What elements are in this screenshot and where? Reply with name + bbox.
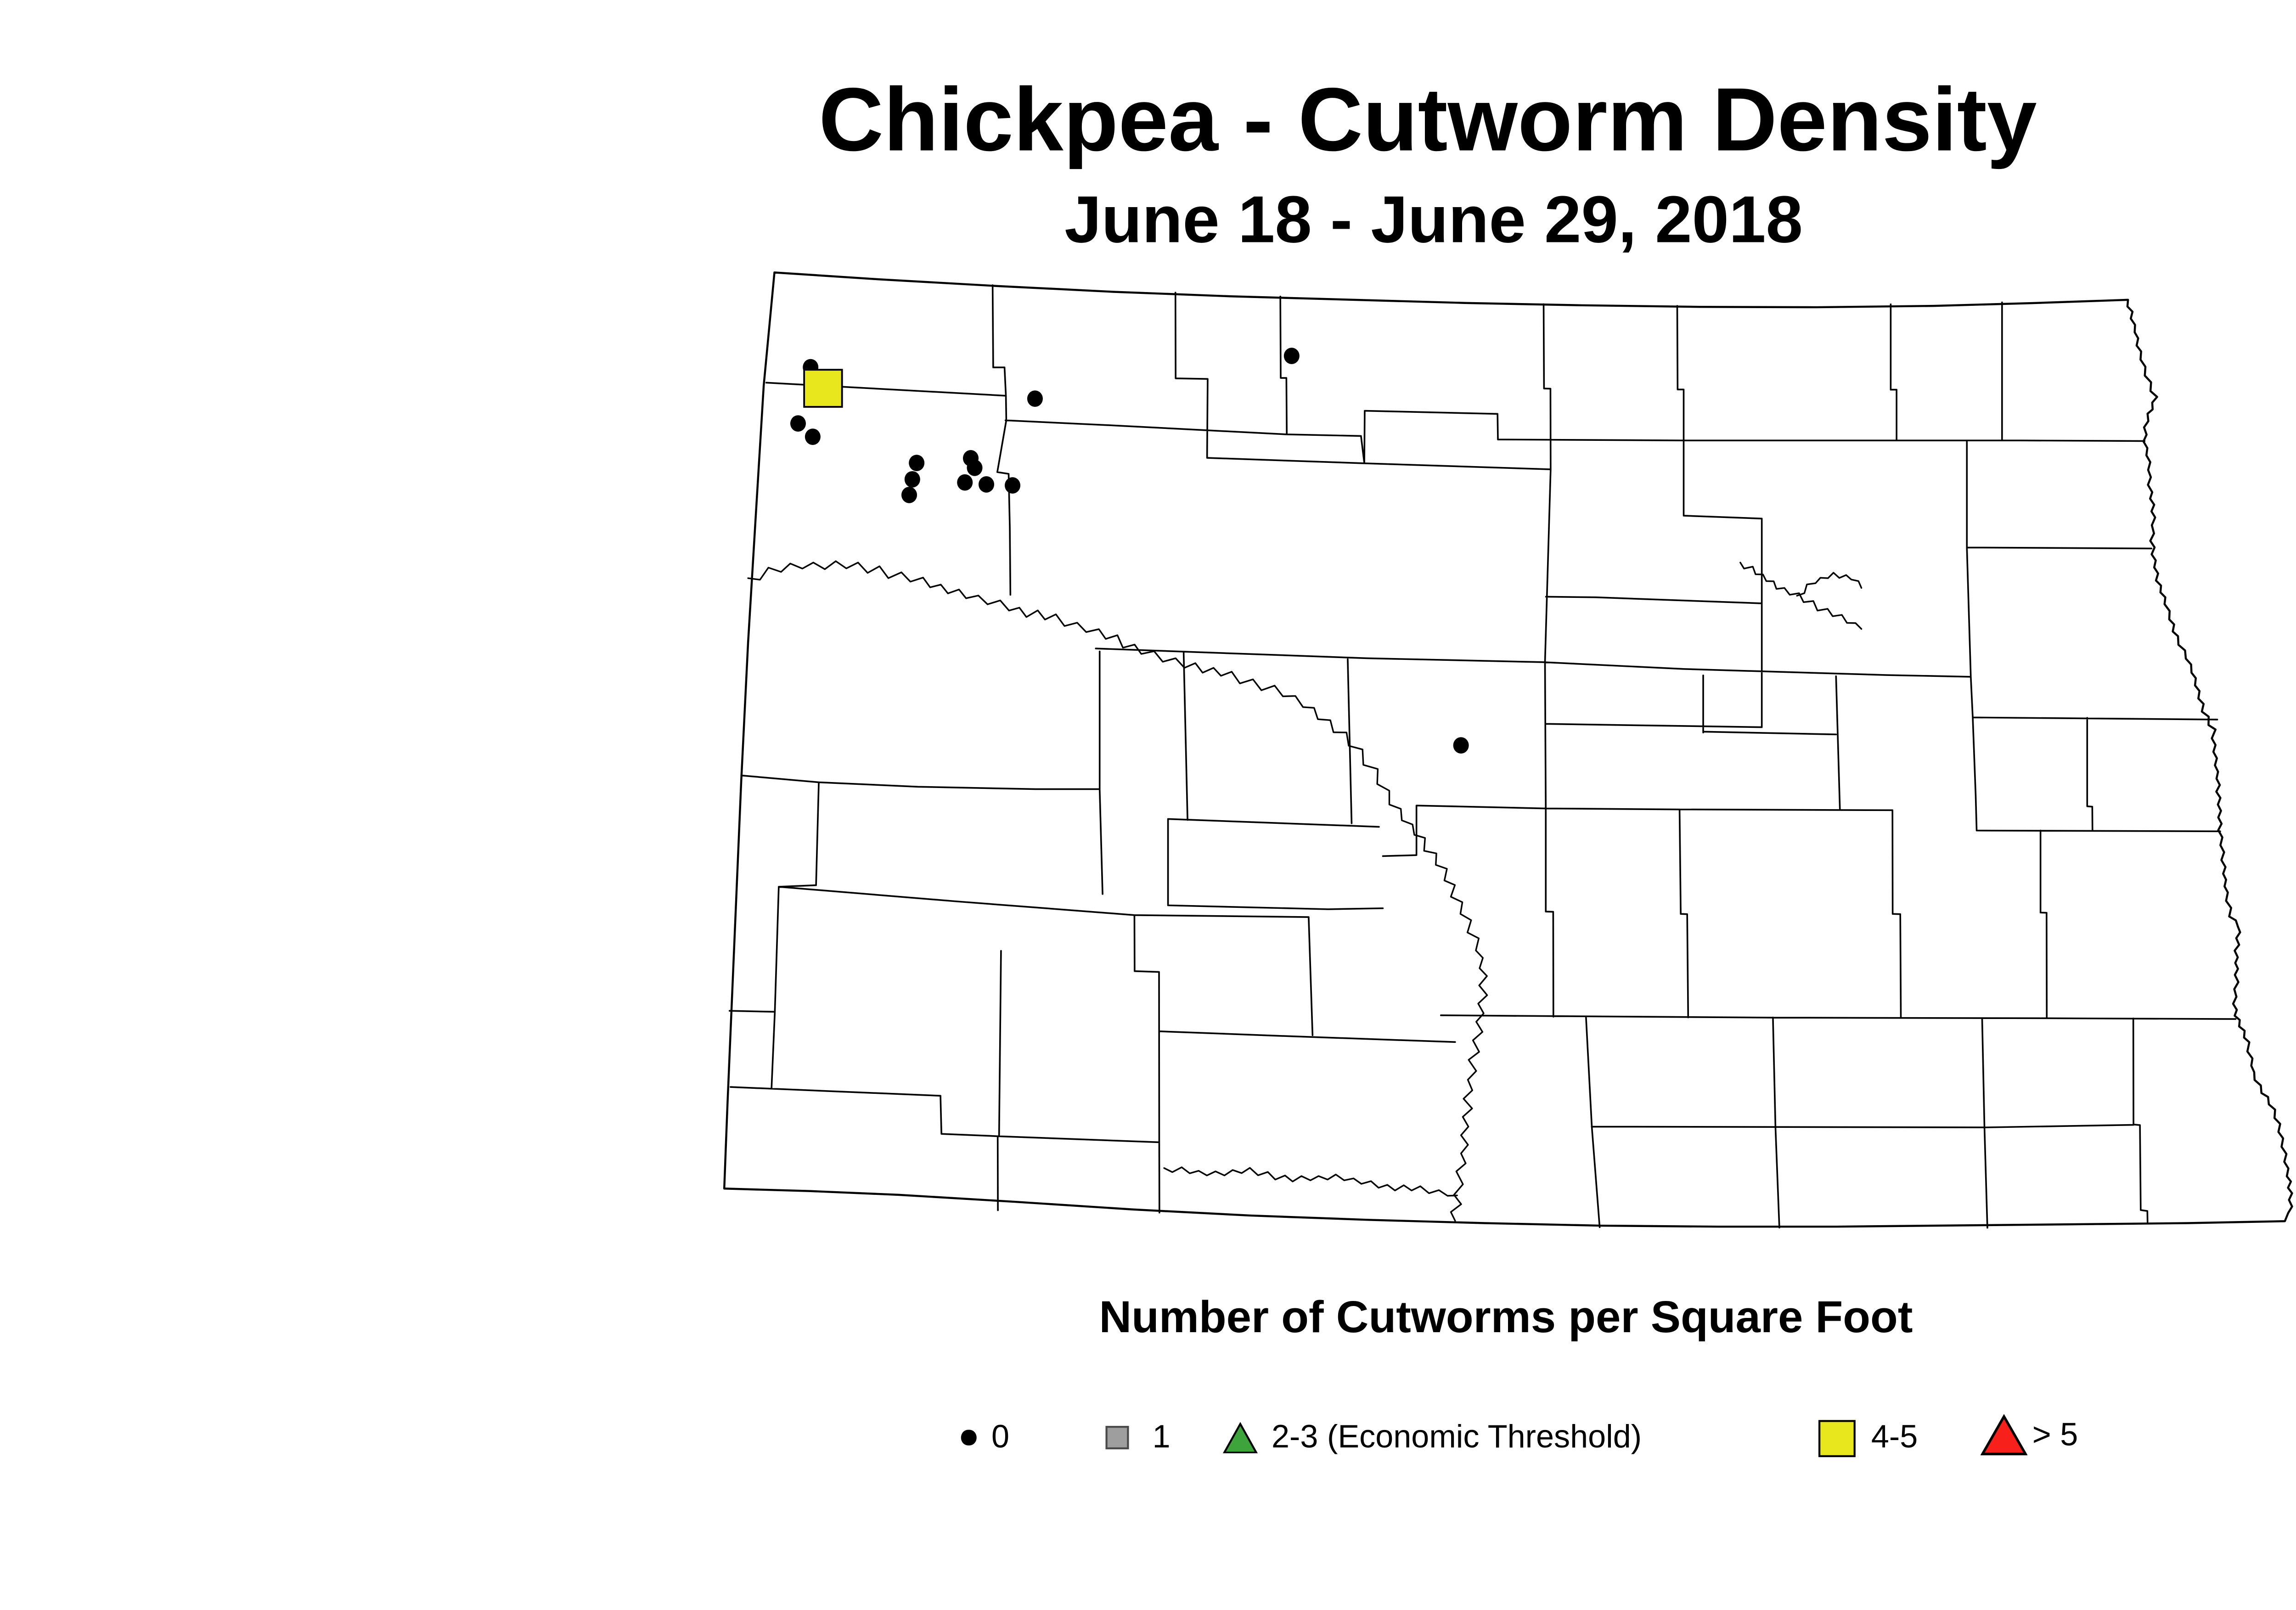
map-point-0 <box>805 428 821 445</box>
legend-item-4-label: > 5 <box>2032 1417 2078 1453</box>
map-point-0 <box>967 459 983 476</box>
map-point-4-5 <box>803 369 843 408</box>
map-point-0 <box>957 474 973 491</box>
map-point-0 <box>1453 737 1469 754</box>
state-outline <box>723 271 2293 1228</box>
page-subtitle: June 18 - June 29, 2018 <box>1064 183 1803 258</box>
legend-item-1: 1 <box>1105 1416 1171 1459</box>
map-point-0 <box>1005 477 1021 494</box>
legend-item-0: 0 <box>961 1416 1009 1459</box>
black-dot-icon <box>961 1429 976 1446</box>
map-point-0 <box>901 486 917 503</box>
page-title: Chickpea - Cutworm Density <box>818 68 2037 170</box>
legend-item-0-label: 0 <box>991 1419 1010 1455</box>
map-point-0 <box>904 471 920 488</box>
gray-square-icon <box>1105 1425 1129 1450</box>
legend-item-3-label: 4-5 <box>1871 1419 1918 1455</box>
legend-item-2-label: 2-3 (Economic Threshold) <box>1272 1419 1642 1455</box>
legend-item-1-label: 1 <box>1152 1419 1171 1455</box>
missouri-river-and-lakes <box>747 560 1863 1222</box>
points-layer <box>790 348 1469 754</box>
yellow-square-icon <box>1818 1419 1856 1456</box>
map-point-0 <box>1283 348 1300 364</box>
county-boundaries <box>728 284 2237 1229</box>
map-point-0 <box>790 415 806 432</box>
red-triangle-icon <box>1981 1414 2028 1456</box>
legend-item-4: > 5 <box>1981 1412 2078 1459</box>
state-outline-group <box>723 271 2293 1228</box>
legend-item-2: 2-3 (Economic Threshold) <box>1222 1416 1642 1459</box>
map-point-0 <box>909 455 925 471</box>
map-point-0 <box>979 476 995 493</box>
green-triangle-icon <box>1222 1421 1258 1453</box>
legend-item-3: 4-5 <box>1818 1416 1918 1459</box>
legend-title: Number of Cutworms per Square Foot <box>1099 1291 1913 1342</box>
map-point-0 <box>1027 390 1043 407</box>
